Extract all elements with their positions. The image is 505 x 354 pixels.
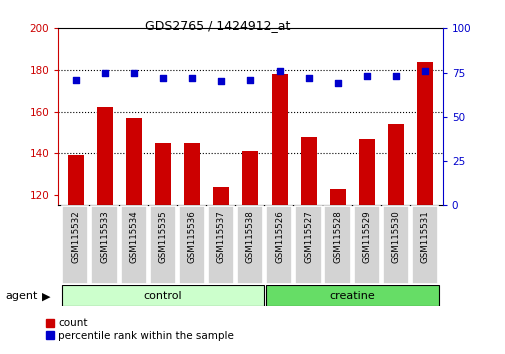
- Bar: [417, 62, 432, 205]
- Text: GSM115529: GSM115529: [362, 210, 371, 263]
- Point: [217, 79, 225, 84]
- Point: [188, 75, 196, 81]
- Point: [391, 73, 399, 79]
- Bar: [213, 187, 229, 205]
- FancyBboxPatch shape: [266, 206, 292, 284]
- Bar: [300, 137, 316, 205]
- Text: control: control: [143, 291, 182, 301]
- Point: [72, 77, 80, 82]
- Text: GSM115534: GSM115534: [129, 210, 138, 263]
- Text: GSM115527: GSM115527: [304, 210, 313, 263]
- Text: ▶: ▶: [41, 291, 50, 301]
- FancyBboxPatch shape: [62, 285, 263, 306]
- Text: GSM115538: GSM115538: [245, 210, 255, 263]
- Legend: count, percentile rank within the sample: count, percentile rank within the sample: [45, 319, 234, 341]
- Text: GDS2765 / 1424912_at: GDS2765 / 1424912_at: [144, 19, 290, 33]
- Text: GSM115530: GSM115530: [391, 210, 400, 263]
- Bar: [96, 108, 113, 205]
- FancyBboxPatch shape: [353, 206, 379, 284]
- Bar: [329, 189, 345, 205]
- FancyBboxPatch shape: [208, 206, 234, 284]
- Text: GSM115536: GSM115536: [187, 210, 196, 263]
- Point: [275, 68, 283, 74]
- Bar: [68, 155, 83, 205]
- Text: GSM115531: GSM115531: [420, 210, 429, 263]
- Point: [304, 75, 312, 81]
- FancyBboxPatch shape: [324, 206, 350, 284]
- Bar: [387, 124, 403, 205]
- FancyBboxPatch shape: [120, 206, 146, 284]
- Point: [246, 77, 254, 82]
- FancyBboxPatch shape: [237, 206, 263, 284]
- FancyBboxPatch shape: [91, 206, 117, 284]
- Point: [159, 75, 167, 81]
- Point: [130, 70, 138, 75]
- Point: [420, 68, 428, 74]
- Bar: [126, 118, 142, 205]
- FancyBboxPatch shape: [266, 285, 438, 306]
- Bar: [242, 151, 258, 205]
- Text: agent: agent: [5, 291, 37, 301]
- FancyBboxPatch shape: [382, 206, 408, 284]
- Text: GSM115526: GSM115526: [275, 210, 283, 263]
- FancyBboxPatch shape: [295, 206, 321, 284]
- Bar: [271, 74, 287, 205]
- Point: [100, 70, 109, 75]
- FancyBboxPatch shape: [149, 206, 176, 284]
- Bar: [358, 139, 374, 205]
- Text: GSM115533: GSM115533: [100, 210, 109, 263]
- Text: GSM115532: GSM115532: [71, 210, 80, 263]
- Text: GSM115537: GSM115537: [217, 210, 225, 263]
- Point: [362, 73, 370, 79]
- Bar: [155, 143, 171, 205]
- Text: GSM115528: GSM115528: [333, 210, 342, 263]
- FancyBboxPatch shape: [178, 206, 205, 284]
- Text: creatine: creatine: [329, 291, 375, 301]
- FancyBboxPatch shape: [62, 206, 88, 284]
- Text: GSM115535: GSM115535: [158, 210, 167, 263]
- Point: [333, 80, 341, 86]
- Bar: [184, 143, 200, 205]
- FancyBboxPatch shape: [411, 206, 437, 284]
